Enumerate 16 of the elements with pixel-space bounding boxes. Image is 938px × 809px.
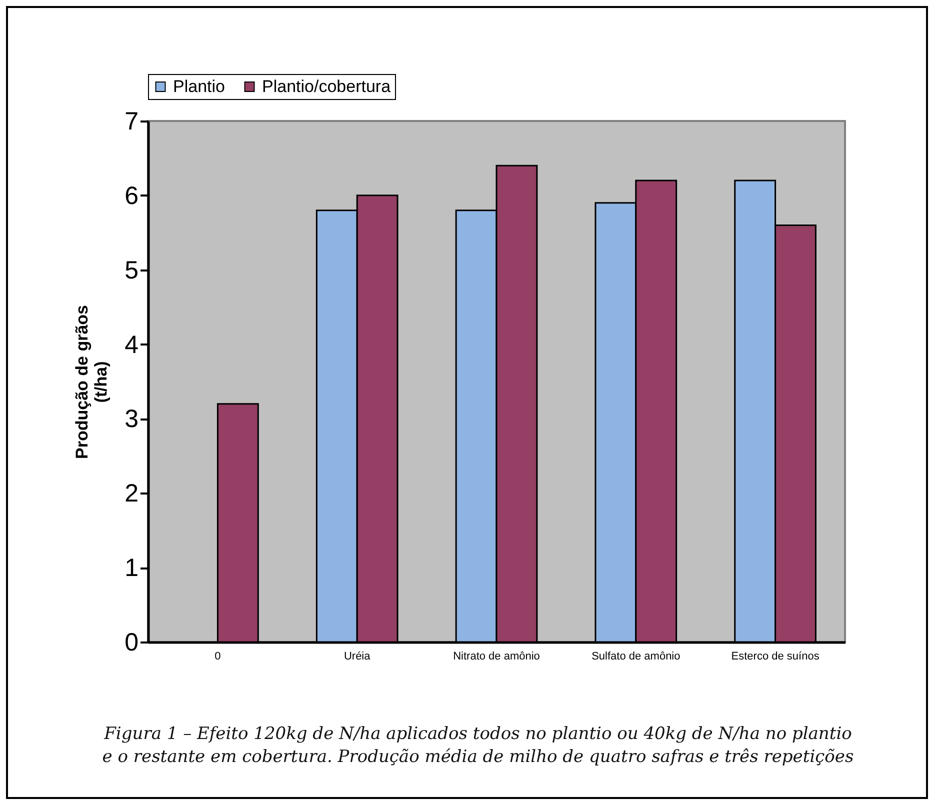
x-tick-label: Nitrato de amônio bbox=[453, 650, 540, 662]
x-tick-label: 0 bbox=[214, 650, 221, 662]
y-axis-title: Produção de grãos (t/ha) bbox=[72, 305, 111, 459]
y-tick-label: 7 bbox=[124, 108, 138, 136]
legend-label: Plantio/cobertura bbox=[262, 76, 392, 96]
y-tick-label: 4 bbox=[124, 330, 139, 359]
x-tick-label: Sulfato de amônio bbox=[592, 650, 680, 662]
y-tick-label: 5 bbox=[124, 256, 138, 284]
y-tick-label: 6 bbox=[124, 182, 138, 210]
y-tick-label: 1 bbox=[124, 554, 138, 582]
text: Figura 1 – Efeito 120kg de N/ha aplicados todos no plantio ou 40kg de N/ha no plantio e o restante em cobertura. Produção média de milho de quatro safras e três repetições bbox=[101, 723, 855, 769]
x-tick-label: Esterco de suínos bbox=[731, 650, 820, 662]
legend-label: Plantio bbox=[173, 76, 225, 96]
x-tick-label: Uréia bbox=[344, 650, 372, 662]
y-tick-label: 3 bbox=[124, 405, 138, 434]
y-tick-label: 2 bbox=[124, 480, 138, 508]
